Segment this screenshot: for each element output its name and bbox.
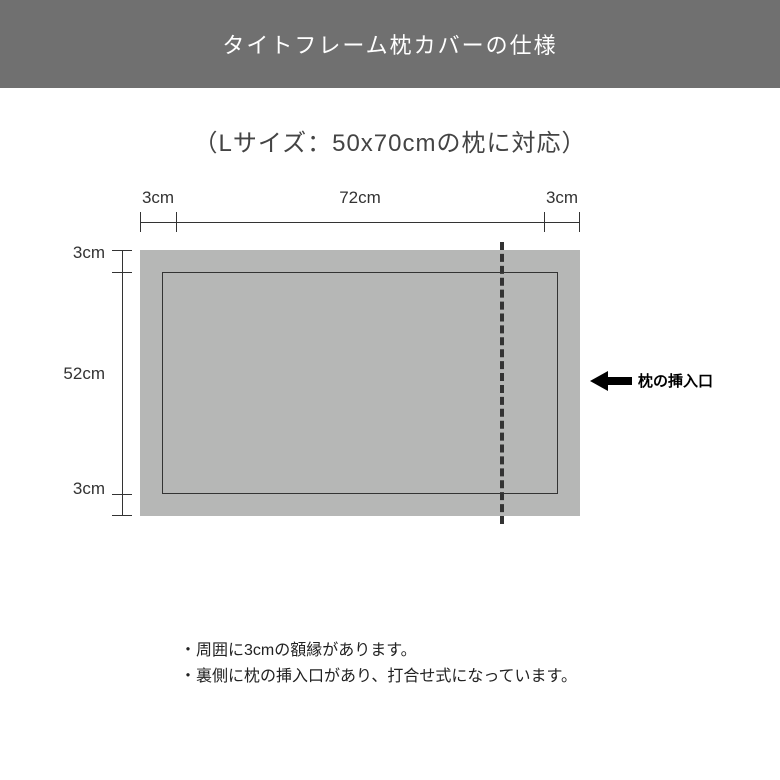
left-dimension-labels: 3cm 52cm 3cm	[55, 243, 105, 499]
arrow-left-icon	[590, 371, 608, 391]
ruler-tick	[112, 250, 132, 251]
ruler-tick	[176, 212, 177, 232]
ruler-tick	[544, 212, 545, 232]
insertion-arrow-group: 枕の挿入口	[590, 370, 713, 391]
ruler-line	[140, 222, 580, 223]
subtitle: （Lサイズ：50x70cmの枕に対応）	[0, 123, 780, 158]
notes-section: ・周囲に3cmの額縁があります。 ・裏側に枕の挿入口があり、打合せ式になっていま…	[180, 638, 780, 689]
pillow-inner-rect	[162, 272, 558, 494]
diagram-area: 3cm 72cm 3cm 3cm 52cm 3cm 枕の挿入口	[0, 188, 780, 638]
header-bar: タイトフレーム枕カバーの仕様	[0, 0, 780, 88]
left-label-top: 3cm	[55, 243, 105, 269]
ruler-tick	[579, 212, 580, 232]
header-title: タイトフレーム枕カバーの仕様	[222, 33, 557, 58]
ruler-tick	[112, 515, 132, 516]
left-label-bottom: 3cm	[55, 479, 105, 499]
top-dimension-labels: 3cm 72cm 3cm	[140, 188, 580, 208]
left-label-middle: 52cm	[55, 269, 105, 479]
note-line-2: ・裏側に枕の挿入口があり、打合せ式になっています。	[180, 664, 780, 690]
ruler-line-v	[122, 250, 123, 516]
ruler-tick	[112, 272, 132, 273]
insertion-label: 枕の挿入口	[638, 370, 713, 391]
top-label-right: 3cm	[544, 188, 580, 208]
ruler-tick	[140, 212, 141, 232]
top-label-left: 3cm	[140, 188, 176, 208]
insertion-dashed-line	[500, 242, 504, 524]
top-ruler	[140, 212, 580, 232]
arrow-stem	[608, 377, 632, 385]
top-label-center: 72cm	[176, 188, 544, 208]
left-ruler	[112, 250, 132, 516]
note-line-1: ・周囲に3cmの額縁があります。	[180, 638, 780, 664]
ruler-tick	[112, 494, 132, 495]
